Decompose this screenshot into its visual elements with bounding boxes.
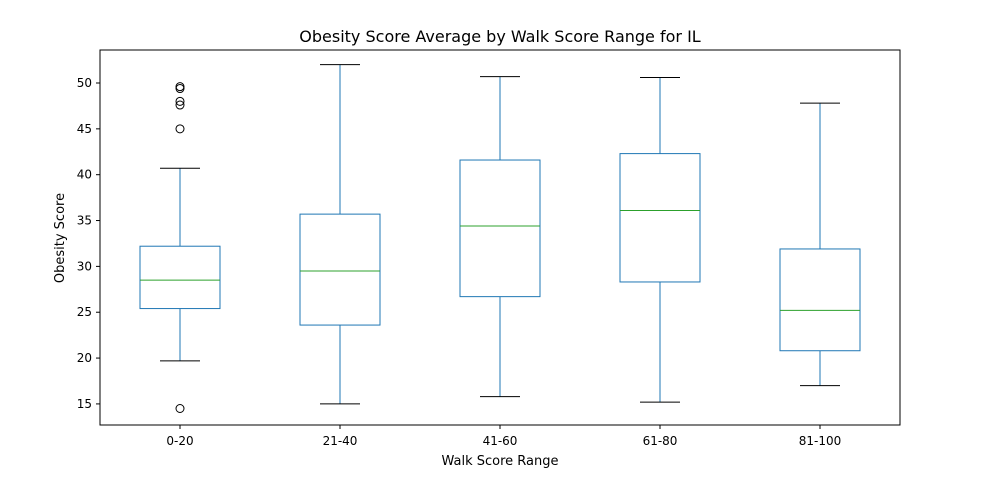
box-iqr [139,245,221,310]
y-tick-label: 30 [77,259,92,273]
outlier-point [175,82,185,92]
outlier-point [175,100,185,110]
y-axis-label: Obesity Score [53,193,68,283]
x-tick-label: 0-20 [166,434,193,448]
y-tick-label: 35 [77,214,92,228]
y-tick-label: 50 [77,76,92,90]
box-iqr [619,153,701,283]
y-tick-label: 40 [77,168,92,182]
y-tick-label: 20 [77,351,92,365]
x-tick-label: 41-60 [483,434,518,448]
outlier-point [175,403,185,413]
outlier-point [175,124,185,134]
plot-area: 15 20 25 30 35 40 45 50 0-20 21-40 41-60 61-80 81-10… [77,49,901,448]
y-tick-label: 25 [77,305,92,319]
chart-title: Obesity Score Average by Walk Score Rang… [299,27,701,46]
y-tick-label: 45 [77,122,92,136]
outlier-point [175,96,185,106]
x-tick-label: 61-80 [643,434,678,448]
x-axis-label: Walk Score Range [441,454,558,469]
box-iqr [459,159,541,298]
box-iqr [779,248,861,352]
outlier-point [175,84,185,94]
x-tick-label: 21-40 [323,434,358,448]
x-tick-label: 81-100 [799,434,842,448]
y-tick-label: 15 [77,397,92,411]
box-iqr [299,213,381,326]
